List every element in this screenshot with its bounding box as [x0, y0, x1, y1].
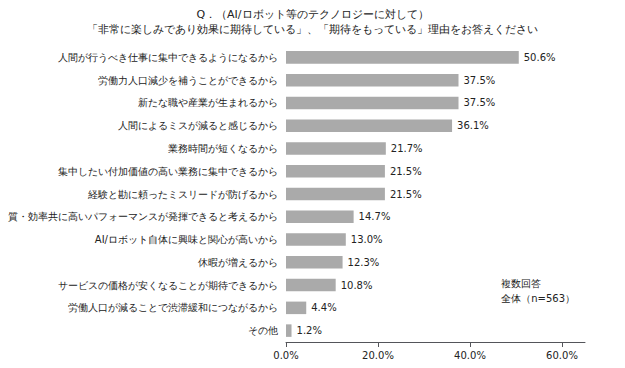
svg-text:13.0%: 13.0% [351, 234, 383, 245]
svg-text:12.3%: 12.3% [348, 257, 380, 268]
svg-text:経験と勘に頼ったミスリードが防げるから: 経験と勘に頼ったミスリードが防げるから [87, 189, 278, 200]
svg-text:複数回答: 複数回答 [501, 278, 541, 289]
svg-text:休暇が増えるから: 休暇が増えるから [198, 257, 278, 268]
svg-text:AI/ロボット自体に興味と関心が高いから: AI/ロボット自体に興味と関心が高いから [95, 234, 278, 245]
svg-text:人間によるミスが減ると感じるから: 人間によるミスが減ると感じるから [118, 120, 278, 131]
svg-text:労働力人口減少を補うことができるから: 労働力人口減少を補うことができるから [98, 75, 278, 86]
svg-text:労働人口が減ることで渋滞緩和につながるから: 労働人口が減ることで渋滞緩和につながるから [68, 302, 278, 313]
svg-text:37.5%: 37.5% [464, 75, 496, 86]
svg-text:37.5%: 37.5% [464, 97, 496, 108]
svg-text:全体（n=563）: 全体（n=563） [501, 293, 575, 304]
svg-text:60.0%: 60.0% [546, 350, 578, 361]
svg-text:50.6%: 50.6% [524, 52, 556, 63]
svg-text:21.7%: 21.7% [391, 143, 423, 154]
svg-text:10.8%: 10.8% [341, 280, 373, 291]
svg-text:サービスの価格が安くなることが期待できるから: サービスの価格が安くなることが期待できるから [58, 280, 278, 291]
svg-text:20.0%: 20.0% [362, 350, 394, 361]
svg-text:36.1%: 36.1% [457, 120, 489, 131]
svg-text:21.5%: 21.5% [390, 189, 422, 200]
svg-text:新たな職や産業が生まれるから: 新たな職や産業が生まれるから [138, 97, 278, 108]
svg-text:21.5%: 21.5% [390, 166, 422, 177]
svg-text:「非常に楽しみであり効果に期待している」、「期待をもっている: 「非常に楽しみであり効果に期待している」、「期待をもっている」理由をお答えくださ… [87, 23, 538, 36]
svg-text:業務時間が短くなるから: 業務時間が短くなるから [168, 143, 278, 154]
svg-text:0.0%: 0.0% [273, 350, 298, 361]
svg-text:14.7%: 14.7% [359, 211, 391, 222]
svg-text:その他: その他 [248, 325, 278, 336]
svg-text:40.0%: 40.0% [454, 350, 486, 361]
svg-text:集中したい付加価値の高い業務に集中できるから: 集中したい付加価値の高い業務に集中できるから [58, 166, 278, 177]
svg-text:人間が行うべき仕事に集中できるようになるから: 人間が行うべき仕事に集中できるようになるから [58, 52, 278, 63]
svg-text:1.2%: 1.2% [297, 325, 322, 336]
svg-text:4.4%: 4.4% [311, 302, 336, 313]
svg-text:Q．（AI/ロボット等のテクノロジーに対して）: Q．（AI/ロボット等のテクノロジーに対して） [196, 8, 428, 21]
svg-text:質・効率共に高いパフォーマンスが発揮できると考えるから: 質・効率共に高いパフォーマンスが発揮できると考えるから [8, 211, 278, 222]
